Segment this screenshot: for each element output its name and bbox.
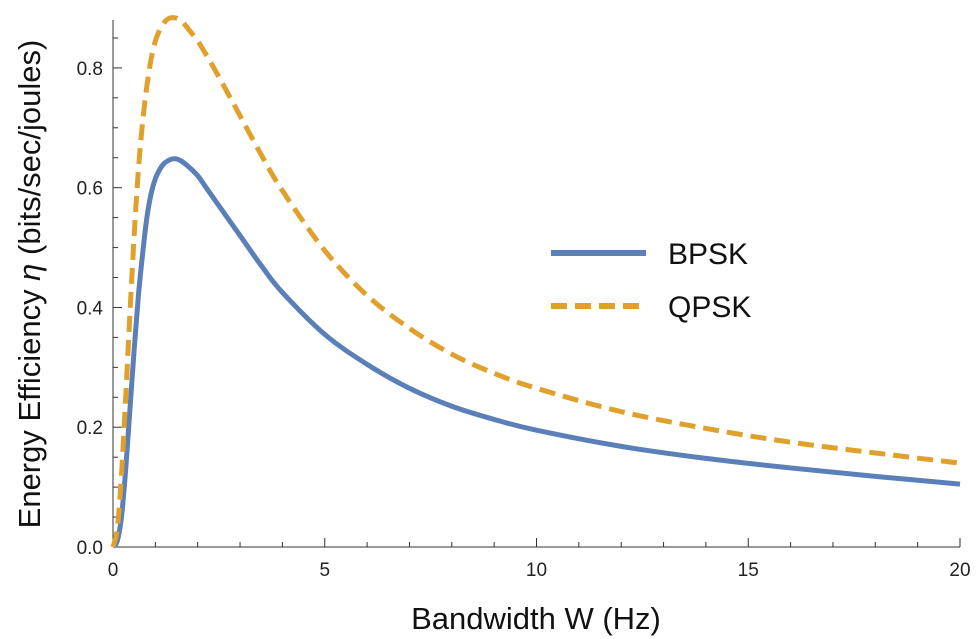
series-layer <box>110 15 961 549</box>
series-line-bpsk <box>110 156 961 549</box>
y-tick-label: 0.0 <box>77 538 103 559</box>
y-axis-title-prefix: Energy Efficiency <box>12 281 47 529</box>
x-tick-label: 10 <box>526 560 547 581</box>
x-tick-label: 15 <box>738 560 759 581</box>
y-axis-title-suffix: (bits/sec/joules) <box>12 40 47 264</box>
y-tick-label: 0.8 <box>77 59 103 80</box>
x-tick-label: 0 <box>108 560 119 581</box>
legend: BPSK QPSK <box>551 238 751 324</box>
x-axis-title: Bandwidth W (Hz) <box>411 601 661 636</box>
y-tick-label: 0.2 <box>77 418 103 439</box>
ticks: 0 5 10 15 20 0.0 0.2 0.4 0.6 0.8 <box>77 37 971 581</box>
y-tick-label: 0.4 <box>77 298 104 319</box>
x-tick-label: 5 <box>319 560 330 581</box>
series-line-qpsk <box>110 15 961 548</box>
axes <box>112 20 960 548</box>
y-axis-title: Energy Efficiency η (bits/sec/joules) <box>12 40 47 529</box>
y-tick-label: 0.6 <box>77 179 103 200</box>
y-axis-title-symbol: η <box>12 264 47 281</box>
legend-label-qpsk: QPSK <box>668 291 751 324</box>
x-tick-label: 20 <box>949 560 970 581</box>
legend-label-bpsk: BPSK <box>668 238 748 271</box>
